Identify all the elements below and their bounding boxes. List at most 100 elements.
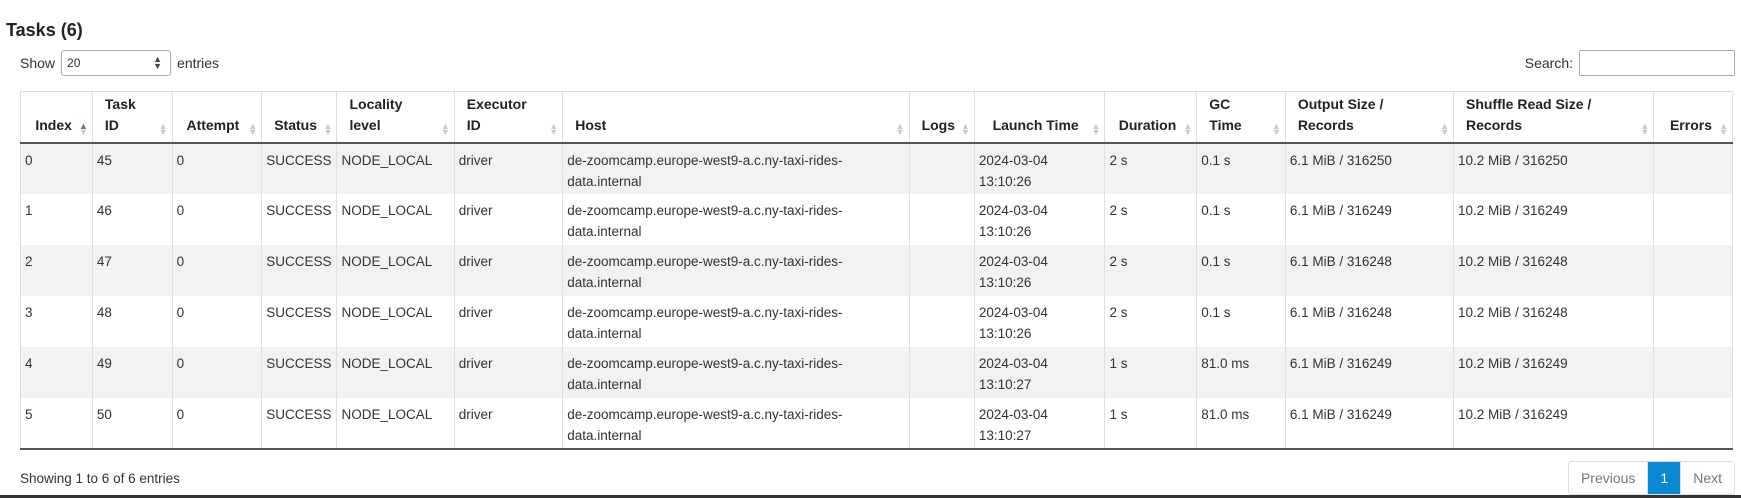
- cell-locality: NODE_LOCAL: [336, 142, 455, 194]
- show-label: Show: [20, 55, 56, 71]
- column-header-locality-level[interactable]: Locality level ▲ ▼: [336, 91, 455, 144]
- cell-locality: NODE_LOCAL: [336, 244, 455, 296]
- cell-gc-time: 81.0 ms: [1196, 346, 1286, 398]
- cell-shuffle-read: 10.2 MiB / 316250: [1453, 142, 1655, 194]
- cell-launch-time: 2024-03-04 13:10:27: [973, 346, 1106, 398]
- cell-status: SUCCESS: [261, 244, 338, 296]
- cell-executor-id: driver: [453, 397, 564, 450]
- sort-icon: ▲ ▼: [1640, 120, 1650, 137]
- cell-attempt: 0: [171, 193, 263, 245]
- select-arrows-icon: ▲ ▼: [153, 54, 163, 71]
- cell-status: SUCCESS: [261, 295, 338, 347]
- sort-icon: ▲ ▼: [960, 120, 970, 137]
- cell-index: 4: [20, 346, 93, 398]
- cell-output-size: 6.1 MiB / 316248: [1284, 244, 1455, 296]
- column-header-task-id[interactable]: Task ID ▲ ▼: [91, 91, 173, 144]
- cell-errors: [1653, 142, 1733, 194]
- column-header-shuffle-read[interactable]: Shuffle Read Size / Records ▲ ▼: [1453, 91, 1655, 144]
- cell-host: de-zoomcamp.europe-west9-a.c.ny-taxi-rid…: [562, 244, 910, 296]
- search-area: Search:: [1525, 50, 1735, 76]
- cell-output-size: 6.1 MiB / 316249: [1284, 193, 1455, 245]
- table-row: 0 45 0 SUCCESS NODE_LOCAL driver de-zoom…: [20, 142, 1733, 194]
- cell-attempt: 0: [171, 397, 263, 450]
- cell-logs: [908, 295, 975, 347]
- column-header-output-size[interactable]: Output Size / Records ▲ ▼: [1284, 91, 1455, 144]
- cell-launch-time: 2024-03-04 13:10:26: [973, 295, 1106, 347]
- cell-attempt: 0: [171, 346, 263, 398]
- cell-attempt: 0: [171, 244, 263, 296]
- cell-host: de-zoomcamp.europe-west9-a.c.ny-taxi-rid…: [562, 193, 910, 245]
- cell-host: de-zoomcamp.europe-west9-a.c.ny-taxi-rid…: [562, 295, 910, 347]
- cell-executor-id: driver: [453, 346, 564, 398]
- page-title: Tasks (6): [6, 20, 83, 40]
- search-label: Search:: [1524, 55, 1573, 71]
- cell-errors: [1653, 346, 1733, 398]
- cell-status: SUCCESS: [261, 397, 338, 450]
- cell-duration: 2 s: [1104, 295, 1198, 347]
- cell-task-id: 49: [91, 346, 173, 398]
- entries-label: entries: [177, 55, 220, 71]
- cell-attempt: 0: [171, 295, 263, 347]
- cell-locality: NODE_LOCAL: [336, 193, 455, 245]
- cell-status: SUCCESS: [261, 193, 338, 245]
- sort-icon: ▲ ▼: [1440, 120, 1450, 137]
- cell-output-size: 6.1 MiB / 316248: [1284, 295, 1455, 347]
- sort-ascending-icon: ▲ ▼: [79, 120, 88, 137]
- cell-launch-time: 2024-03-04 13:10:26: [973, 193, 1106, 245]
- cell-task-id: 45: [91, 142, 173, 194]
- cell-errors: [1653, 244, 1733, 296]
- cell-status: SUCCESS: [261, 346, 338, 398]
- cell-duration: 2 s: [1104, 244, 1198, 296]
- sort-icon: ▲ ▼: [549, 120, 559, 137]
- column-header-status[interactable]: Status ▲ ▼: [261, 91, 338, 144]
- cell-index: 2: [20, 244, 93, 296]
- cell-task-id: 47: [91, 244, 173, 296]
- cell-logs: [908, 397, 975, 450]
- column-header-launch-time[interactable]: Launch Time ▲ ▼: [973, 91, 1106, 144]
- sort-icon: ▲ ▼: [1271, 120, 1281, 137]
- cell-locality: NODE_LOCAL: [336, 397, 455, 450]
- column-header-executor-id[interactable]: Executor ID ▲ ▼: [453, 91, 564, 144]
- cell-task-id: 50: [91, 397, 173, 450]
- cell-launch-time: 2024-03-04 13:10:26: [973, 244, 1106, 296]
- column-header-index[interactable]: Index ▲ ▼: [20, 91, 93, 144]
- cell-errors: [1653, 193, 1733, 245]
- column-header-errors[interactable]: Errors ▲ ▼: [1653, 91, 1733, 144]
- cell-gc-time: 0.1 s: [1196, 193, 1286, 245]
- table-header-row: Index ▲ ▼ Task ID ▲ ▼ Attempt ▲ ▼ Status ▲ ▼ Loc…: [20, 91, 1733, 144]
- previous-button[interactable]: Previous: [1580, 470, 1636, 486]
- column-header-gc-time[interactable]: GC Time ▲ ▼: [1196, 91, 1286, 144]
- column-header-duration[interactable]: Duration ▲ ▼: [1104, 91, 1198, 144]
- cell-index: 5: [20, 397, 93, 450]
- search-input[interactable]: [1579, 50, 1735, 76]
- sort-icon: ▲ ▼: [1091, 120, 1101, 137]
- column-header-host[interactable]: Host ▲ ▼: [562, 91, 910, 144]
- column-header-logs[interactable]: Logs ▲ ▼: [908, 91, 975, 144]
- cell-executor-id: driver: [453, 193, 564, 245]
- cell-errors: [1653, 397, 1733, 450]
- cell-output-size: 6.1 MiB / 316250: [1284, 142, 1455, 194]
- cell-locality: NODE_LOCAL: [336, 295, 455, 347]
- next-button[interactable]: Next: [1680, 462, 1734, 494]
- column-header-attempt[interactable]: Attempt ▲ ▼: [171, 91, 263, 144]
- pagination: Previous 1 Next: [1567, 461, 1735, 495]
- cell-host: de-zoomcamp.europe-west9-a.c.ny-taxi-rid…: [562, 397, 910, 450]
- cell-index: 0: [20, 142, 93, 194]
- cell-gc-time: 0.1 s: [1196, 244, 1286, 296]
- sort-icon: ▲ ▼: [1719, 120, 1728, 137]
- cell-logs: [908, 193, 975, 245]
- cell-launch-time: 2024-03-04 13:10:27: [973, 397, 1106, 450]
- table-row: 3 48 0 SUCCESS NODE_LOCAL driver de-zoom…: [20, 295, 1733, 347]
- table-row: 1 46 0 SUCCESS NODE_LOCAL driver de-zoom…: [20, 193, 1733, 245]
- cell-duration: 2 s: [1104, 193, 1198, 245]
- cell-gc-time: 0.1 s: [1196, 295, 1286, 347]
- sort-icon: ▲ ▼: [1183, 120, 1193, 137]
- tasks-table: Index ▲ ▼ Task ID ▲ ▼ Attempt ▲ ▼ Status ▲ ▼ Loc…: [20, 91, 1733, 450]
- entries-select[interactable]: 20 ▲ ▼: [61, 50, 172, 76]
- cell-logs: [908, 244, 975, 296]
- cell-errors: [1653, 295, 1733, 347]
- cell-shuffle-read: 10.2 MiB / 316248: [1453, 244, 1655, 296]
- page-button-current[interactable]: 1: [1647, 462, 1681, 494]
- cell-task-id: 46: [91, 193, 173, 245]
- cell-executor-id: driver: [453, 142, 564, 194]
